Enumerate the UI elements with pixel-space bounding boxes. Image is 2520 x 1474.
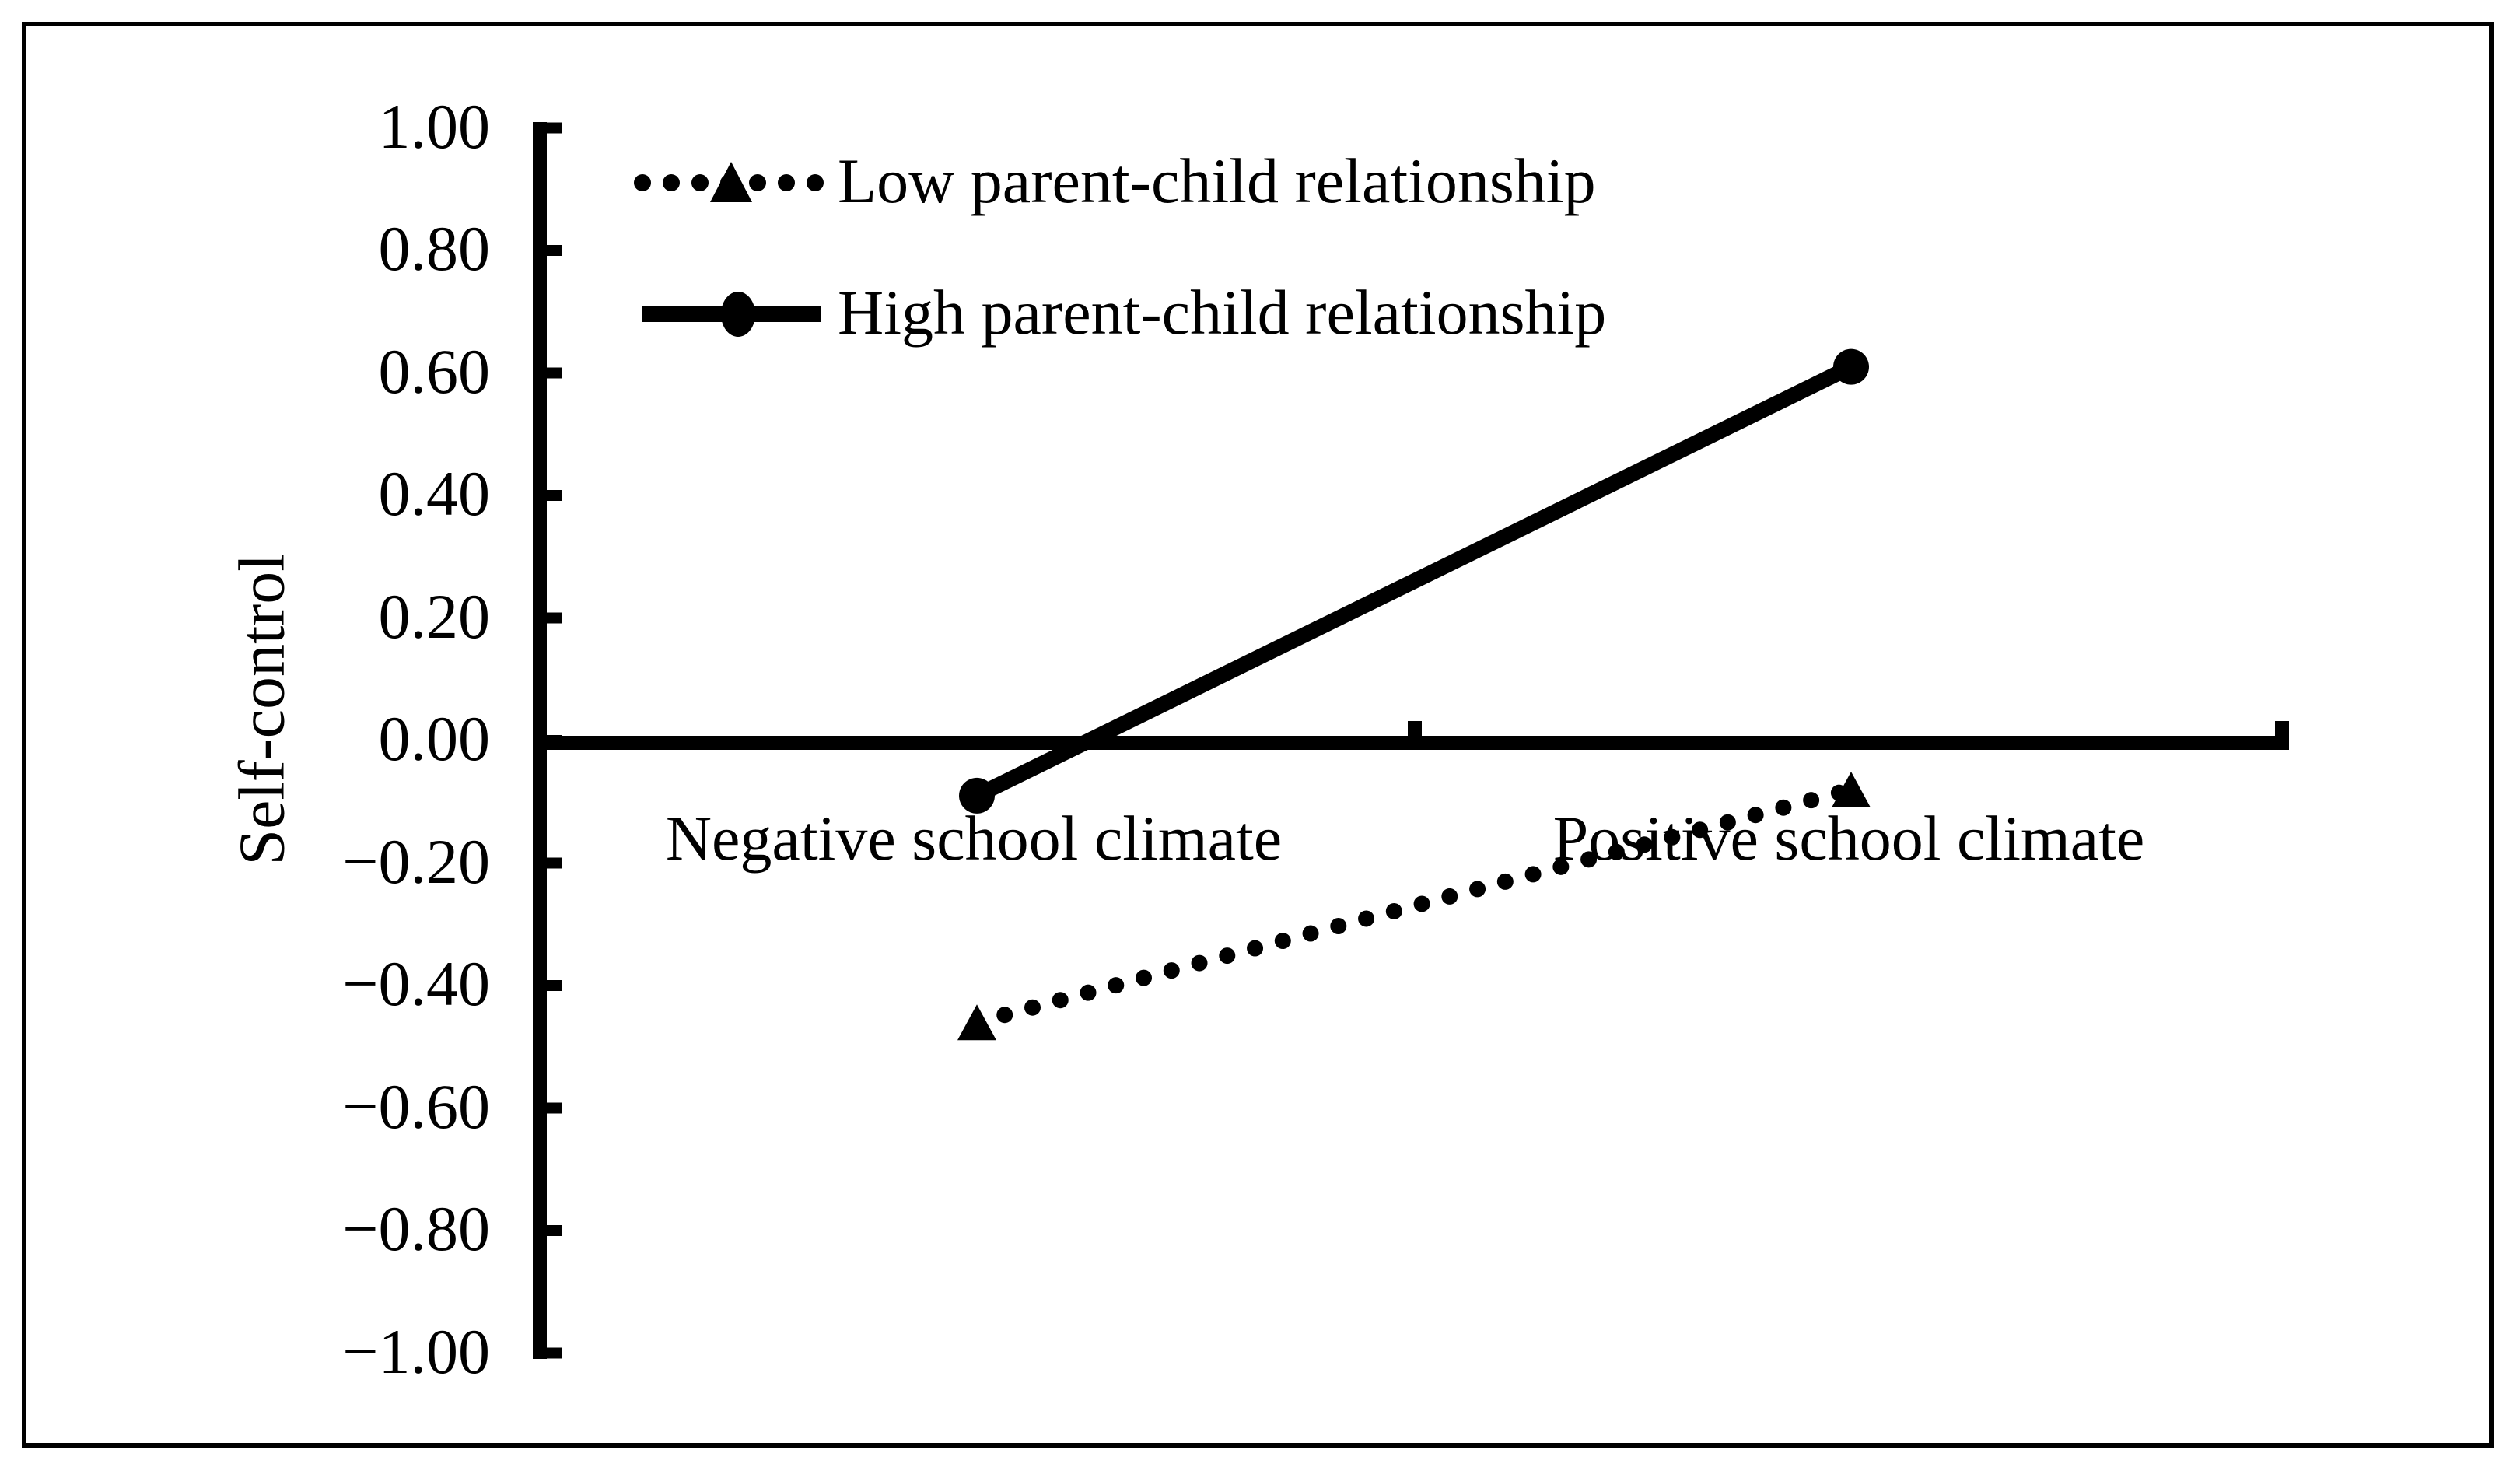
- series-line-low: [968, 781, 1860, 1031]
- data-point-circle: [959, 777, 995, 814]
- y-tick-label: 0.60: [378, 335, 491, 407]
- x-axis-tick: [2275, 721, 2289, 743]
- y-tick-label: 0.80: [378, 213, 491, 285]
- y-axis-tick: [533, 122, 562, 134]
- data-point-circle: [1833, 348, 1869, 385]
- y-axis-tick: [533, 980, 562, 991]
- x-axis-tick: [1408, 721, 1422, 743]
- y-tick-label: −1.00: [342, 1315, 490, 1387]
- y-axis-tick: [533, 1102, 562, 1114]
- data-point-triangle: [1832, 772, 1871, 807]
- y-tick-label: 0.40: [378, 458, 491, 530]
- legend-sample-circle: [721, 292, 755, 337]
- y-axis-tick: [533, 245, 562, 256]
- y-tick-label: −0.60: [342, 1070, 490, 1142]
- series-line-high: [973, 359, 1855, 803]
- y-axis-tick: [533, 1347, 562, 1359]
- y-tick-label: −0.80: [342, 1193, 490, 1265]
- y-tick-label: 1.00: [378, 90, 491, 162]
- y-axis-tick: [533, 857, 562, 869]
- data-point-triangle: [957, 1004, 996, 1041]
- legend-label-low-series: Low parent-child relationship: [838, 145, 1596, 217]
- legend-label-high-series: High parent-child relationship: [838, 277, 1607, 348]
- x-category-label-negative: Negative school climate: [665, 803, 1283, 874]
- y-axis-tick: [533, 1225, 562, 1236]
- y-axis-tick: [533, 612, 562, 624]
- x-category-label-positive: Positive school climate: [1552, 803, 2145, 874]
- y-axis-tick: [533, 490, 562, 501]
- y-tick-label: 0.20: [378, 580, 491, 652]
- y-tick-label: −0.40: [342, 948, 490, 1020]
- y-tick-label: 0.00: [378, 703, 491, 775]
- y-axis-title: Self-control: [226, 553, 299, 866]
- chart-border: [22, 22, 2494, 1448]
- legend-sample-triangle: [710, 162, 752, 202]
- y-axis-tick: [533, 367, 562, 379]
- y-tick-label: −0.20: [342, 825, 490, 897]
